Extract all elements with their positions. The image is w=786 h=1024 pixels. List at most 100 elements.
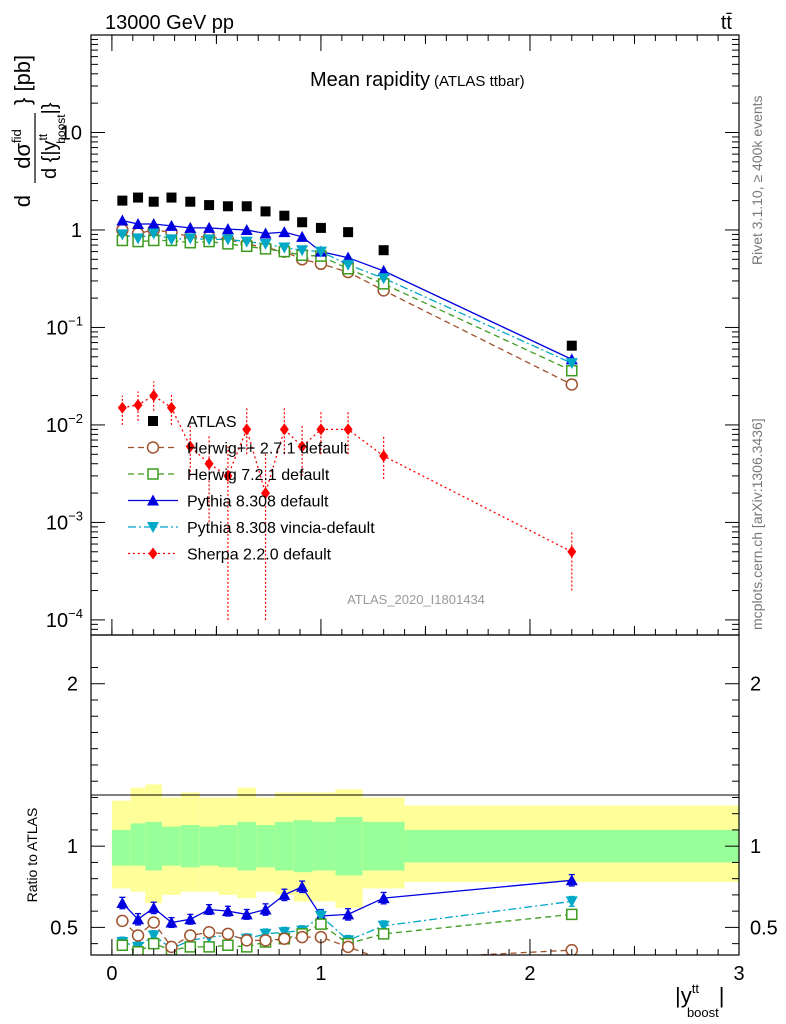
point-pythia-8-308-vincia-default [314,246,327,258]
ratio-point-herwig-2-7-1-default [379,953,388,955]
point-atlas [117,195,128,206]
ratio-point-pythia-8-308-default [203,903,216,915]
ratio-point-herwig-2-7-1-default [221,927,235,941]
y-tick-label: 10 [60,122,82,144]
inner-uncertainty-band [274,821,294,871]
ratio-point-pythia-8-308-default [565,874,578,886]
point-atlas [133,192,144,203]
ratio-y-tick-label: 2 [67,674,78,696]
point-atlas [297,217,308,228]
point-sherpa-2-2-0-default [379,450,389,463]
ratio-point-herwig-2-7-1-default [116,914,129,928]
point-pythia-8-308-default [278,226,291,238]
point-pythia-8-308-default [132,218,145,230]
point-sherpa-2-2-0-default [279,423,289,436]
inner-uncertainty-band [180,825,200,868]
y-tick-label-exponent: −1 [68,313,83,328]
ratio-y-tick-label-right: 1 [750,836,761,858]
point-sherpa-2-2-0-default [316,423,326,436]
ratio-point-herwig-2-7-1-default [131,929,145,942]
ratio-point-herwig-2-7-1-default [184,929,197,942]
ratio-point-pythia-8-308-default [184,913,197,925]
ratio-point-herwig-7-2-1-default [203,941,215,953]
legend-marker-atlas [148,416,158,426]
point-pythia-8-308-default [221,223,234,235]
ratio-point-herwig-7-2-1-default [315,918,327,930]
y-tick-label-exponent: −4 [68,606,83,621]
point-atlas [204,200,215,211]
ratio-y-tick-label: 0.5 [50,917,78,939]
point-pythia-8-308-default [116,214,129,226]
point-pythia-8-308-vincia-default [221,234,234,246]
point-pythia-8-308-default [165,219,178,231]
point-pythia-8-308-default [377,264,390,276]
point-sherpa-2-2-0-default [117,401,127,414]
point-pythia-8-308-vincia-default [203,234,216,246]
ratio-point-herwig-2-7-1-default [165,940,178,954]
process-label: tt̄ [721,12,733,34]
point-pythia-8-308-vincia-default [116,229,129,241]
point-pythia-8-308-vincia-default [240,236,253,248]
ratio-point-pythia-8-308-vincia-default [377,920,390,932]
point-sherpa-2-2-0-default [166,401,176,414]
ratio-point-pythia-8-308-vincia-default [314,911,327,923]
inner-uncertainty-band [237,821,257,871]
y-tick-label: 10−4 [46,606,83,632]
point-pythia-8-308-default [147,218,160,230]
point-pythia-8-308-vincia-default [132,233,145,245]
svg-text:} [pb]: } [pb] [10,55,35,105]
ratio-panel-frame [90,634,740,956]
rivet-label: Rivet 3.1.10, ≥ 400k events [749,95,765,265]
point-sherpa-2-2-0-default [297,440,307,453]
x-tick-label: 1 [315,963,326,985]
legend-label-herwig-7-2-1-default: Herwig 7.2.1 default [187,467,330,484]
ratio-point-pythia-8-308-vincia-default [147,930,160,942]
point-atlas [378,245,389,256]
ratio-point-herwig-2-7-1-default [147,916,160,929]
point-pythia-8-308-vincia-default [296,245,309,257]
point-atlas [343,227,354,238]
inner-uncertainty-band [218,825,238,868]
ratio-point-herwig-2-7-1-default [240,934,253,947]
point-pythia-8-308-vincia-default [184,233,197,245]
point-atlas [148,196,159,207]
ratio-line-herwig-7-2-1-default [122,913,572,953]
point-pythia-8-308-vincia-default [278,242,291,254]
ratio-y-tick-label-right: 2 [750,674,761,696]
legend-label-herwig-2-7-1-default: Herwig++ 2.7.1 default [187,441,349,458]
point-atlas [222,201,233,212]
ratio-point-pythia-8-308-default [296,880,309,892]
legend-marker-herwig-2-7-1-default [146,441,160,454]
ratio-point-pythia-8-308-default [147,901,160,913]
legend: ATLAS Herwig++ 2.7.1 default Herwig 7.2.1 … [128,414,375,564]
ratio-point-pythia-8-308-default [377,892,390,904]
top-series-marks [116,192,579,620]
ratio-point-herwig-7-2-1-default [222,939,234,952]
series-line-pythia-8-308-vincia-default [122,232,573,364]
axis-ticks [91,35,740,955]
point-sherpa-2-2-0-default [149,389,159,402]
point-sherpa-2-2-0-default [223,469,233,482]
y-tick-label-exponent: −2 [68,411,83,426]
ratio-point-herwig-7-2-1-default [116,939,129,952]
legend-label-pythia-8-308-default: Pythia 8.308 default [187,494,329,511]
point-pythia-8-308-default [240,223,253,235]
ratio-point-herwig-7-2-1-default [184,941,197,953]
point-atlas [566,340,577,351]
x-tick-label: 3 [733,963,744,985]
point-pythia-8-308-default [259,227,272,239]
inner-uncertainty-band [404,829,739,863]
ratio-point-pythia-8-308-default [342,908,355,920]
ratio-y-axis-label: Ratio to ATLAS [24,808,40,903]
ratio-point-herwig-7-2-1-default [377,928,390,940]
top-panel-frame [90,34,740,636]
point-pythia-8-308-vincia-default [342,259,355,271]
point-atlas [260,206,271,217]
inner-uncertainty-band [111,829,131,866]
inner-uncertainty-band [130,823,146,866]
point-sherpa-2-2-0-default [133,399,143,412]
legend-label-sherpa-2-2-0-default: Sherpa 2.2.0 default [187,547,332,564]
ratio-point-pythia-8-308-default [116,897,129,909]
point-sherpa-2-2-0-default [343,423,353,436]
